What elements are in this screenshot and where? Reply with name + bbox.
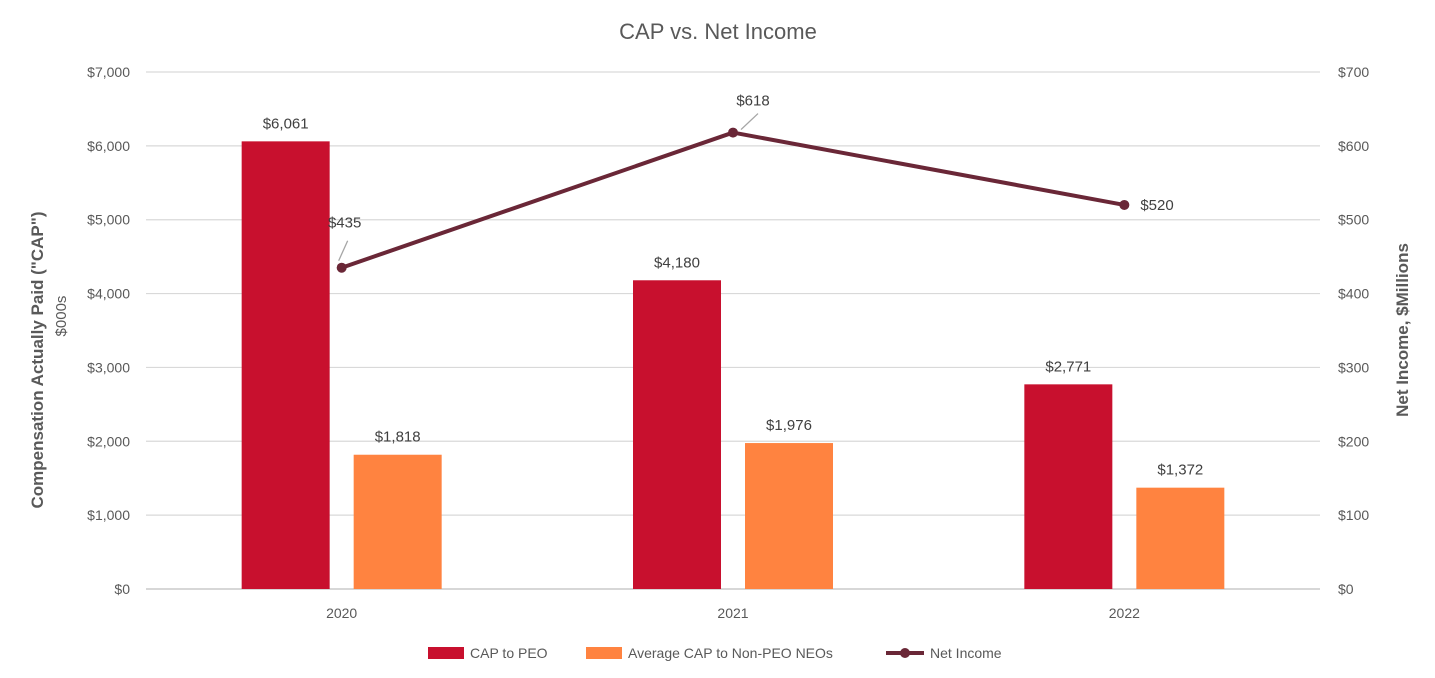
left-tick-label: $4,000 (87, 286, 130, 302)
net-income-point (336, 262, 347, 273)
net-income-line-series (336, 127, 1130, 273)
legend-swatch (586, 647, 622, 659)
bar (1136, 487, 1225, 589)
bar-data-label: $1,976 (766, 417, 812, 434)
legend-label: Average CAP to Non-PEO NEOs (628, 645, 833, 661)
right-tick-label: $100 (1338, 507, 1369, 523)
bar (745, 443, 833, 589)
bar-data-label: $4,180 (654, 254, 700, 271)
left-tick-label: $2,000 (87, 433, 130, 449)
legend-swatch (428, 647, 464, 659)
left-axis-tick-labels: $0 $1,000 $2,000 $3,000 $4,000 $5,000 $6,000 $7… (87, 64, 130, 597)
bar (353, 454, 442, 589)
left-tick-label: $7,000 (87, 64, 130, 80)
net-income-data-labels: $435 $618 $520 (328, 93, 1174, 261)
bar-series (241, 141, 1225, 589)
bar-data-labels: $6,061 $4,180 $2,771 $1,818 $1,976 $1,372 (263, 115, 1204, 478)
net-income-data-label: $618 (736, 93, 769, 110)
right-tick-label: $400 (1338, 286, 1369, 302)
net-income-point (1119, 199, 1130, 210)
label-leader-line (740, 113, 759, 131)
bar-data-label: $1,818 (375, 429, 421, 446)
bar-data-label: $2,771 (1045, 358, 1091, 375)
gridlines (146, 71, 1320, 590)
net-income-data-label: $435 (328, 215, 361, 232)
right-tick-label: $0 (1338, 581, 1354, 597)
bar (633, 280, 721, 589)
bar (241, 141, 330, 589)
right-axis-tick-labels: $0 $100 $200 $300 $400 $500 $600 $700 (1338, 64, 1369, 597)
bar-data-label: $1,372 (1157, 462, 1203, 479)
left-axis-subtitle: $000s (53, 296, 70, 337)
left-tick-label: $6,000 (87, 138, 130, 154)
legend-marker (900, 648, 910, 658)
bar-data-label: $6,061 (263, 115, 309, 132)
right-axis-title: Net Income, $Millions (1393, 243, 1412, 417)
net-income-line (341, 130, 1125, 270)
net-income-point (728, 127, 738, 138)
category-label: 2022 (1109, 605, 1140, 621)
legend-label: CAP to PEO (470, 645, 548, 661)
right-tick-label: $700 (1338, 64, 1369, 80)
net-income-data-label: $520 (1140, 197, 1173, 214)
category-axis-labels: 2020 2021 2022 (326, 605, 1140, 621)
right-tick-label: $600 (1338, 138, 1369, 154)
right-tick-label: $500 (1338, 212, 1369, 228)
left-tick-label: $0 (114, 581, 130, 597)
label-leader-line (338, 240, 349, 261)
bar (1024, 384, 1113, 589)
right-tick-label: $200 (1338, 433, 1369, 449)
left-axis-title: Compensation Actually Paid ("CAP") (28, 212, 47, 509)
category-label: 2020 (326, 605, 357, 621)
left-tick-label: $5,000 (87, 212, 130, 228)
legend-label: Net Income (930, 645, 1002, 661)
right-tick-label: $300 (1338, 359, 1369, 375)
legend: CAP to PEO Average CAP to Non-PEO NEOs Net… (428, 645, 1002, 661)
left-tick-label: $3,000 (87, 359, 130, 375)
left-tick-label: $1,000 (87, 507, 130, 523)
chart-title: CAP vs. Net Income (619, 19, 817, 44)
category-label: 2021 (717, 605, 748, 621)
